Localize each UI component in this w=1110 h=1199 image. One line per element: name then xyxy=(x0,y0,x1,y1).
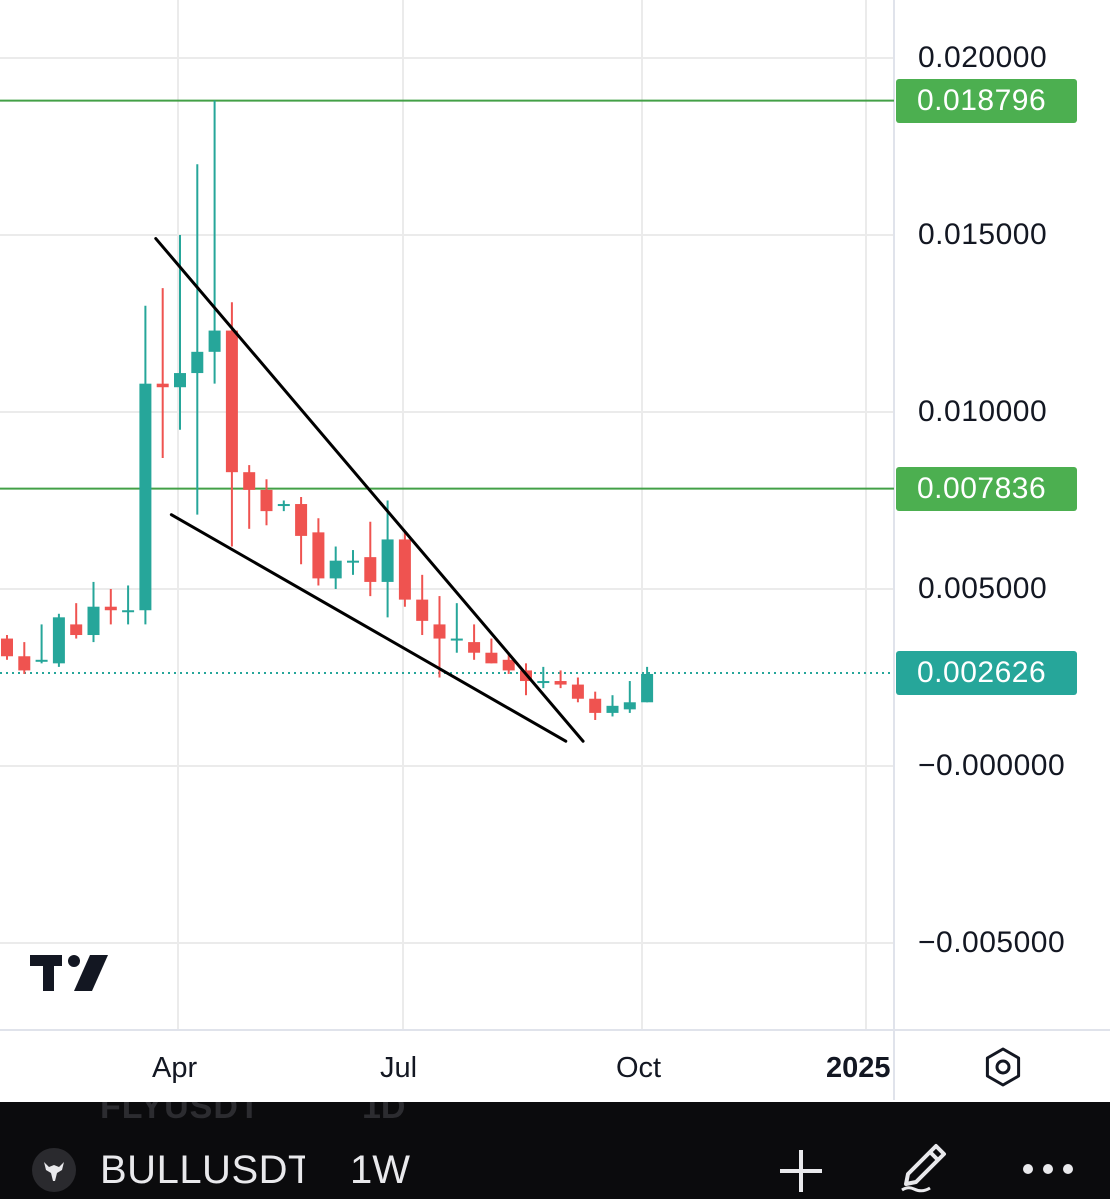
price-tick-label: 0.015000 xyxy=(918,218,1048,251)
candle-body xyxy=(156,383,169,388)
candle-body xyxy=(329,560,342,579)
level-price-badge: 0.007836 xyxy=(896,466,1077,511)
candle-body xyxy=(537,681,550,684)
candle-body xyxy=(381,539,394,582)
candle-body xyxy=(433,624,446,639)
candle-body xyxy=(571,684,584,699)
time-tick-label: Apr xyxy=(152,1052,198,1084)
candle-body xyxy=(312,532,325,579)
candle-body xyxy=(277,504,290,507)
candle-body xyxy=(589,698,602,713)
candle-body xyxy=(606,705,619,713)
candle-body xyxy=(554,681,567,685)
time-tick-label: 2025 xyxy=(826,1052,891,1084)
candle-body xyxy=(416,599,429,621)
candle-body xyxy=(35,659,48,662)
price-tick-label: 0.020000 xyxy=(918,41,1048,74)
candle-body xyxy=(364,557,377,582)
price-tick-label: −0.000000 xyxy=(918,749,1066,782)
candle-body xyxy=(243,472,256,490)
candle-body xyxy=(398,539,411,600)
bull-logo-icon xyxy=(32,1148,76,1192)
tradingview-logo xyxy=(30,955,108,991)
candle-body xyxy=(52,617,65,664)
trendline xyxy=(169,513,568,743)
trendline xyxy=(154,237,585,743)
candle-body xyxy=(485,652,498,664)
candle-body xyxy=(260,489,273,512)
price-tick-label: 0.005000 xyxy=(918,572,1048,605)
chart-canvas[interactable] xyxy=(0,0,1110,1100)
price-tick-label: 0.010000 xyxy=(918,395,1048,428)
candle-body xyxy=(1,638,13,657)
pencil-icon[interactable] xyxy=(896,1136,956,1196)
candle-body xyxy=(191,351,204,374)
chart-area[interactable]: 0.020000 0.015000 0.010000 0.005000 −0.00000… xyxy=(0,0,1110,1100)
settings-icon[interactable] xyxy=(982,1046,1024,1088)
watermark-interval: 1D xyxy=(362,1102,406,1126)
candle-body xyxy=(87,606,100,636)
candle-body xyxy=(295,504,308,536)
time-tick-label: Oct xyxy=(616,1052,662,1084)
candle-body xyxy=(174,373,186,388)
more-dots-icon[interactable] xyxy=(1020,1154,1076,1184)
candle-body xyxy=(70,624,83,636)
candle-body xyxy=(468,642,481,653)
price-tick-label: −0.005000 xyxy=(918,926,1066,959)
last-price-badge: 0.002626 xyxy=(896,651,1077,696)
time-axis[interactable]: Apr Jul Oct 2025 xyxy=(0,1030,894,1100)
candle-body xyxy=(104,606,117,611)
plus-icon[interactable] xyxy=(776,1146,826,1196)
candle-body xyxy=(18,656,31,671)
interval-button[interactable]: 1W xyxy=(350,1148,410,1192)
level-price-badge: 0.018796 xyxy=(896,78,1077,123)
time-tick-label: Jul xyxy=(380,1052,418,1084)
candle-body xyxy=(208,330,221,352)
bottom-toolbar: FLYUSDT 1D BULLUSDT 1W xyxy=(0,1102,1110,1199)
candle-body xyxy=(225,330,238,473)
watermark-symbol: FLYUSDT xyxy=(100,1102,261,1126)
candle-body xyxy=(139,383,152,611)
candle-body xyxy=(450,638,463,641)
candle-body xyxy=(347,560,359,563)
symbol-button[interactable]: BULLUSDT xyxy=(100,1148,305,1192)
candle-body xyxy=(623,702,636,710)
candle-body xyxy=(122,610,135,613)
candle-body xyxy=(502,659,515,671)
candle-body xyxy=(641,673,654,703)
